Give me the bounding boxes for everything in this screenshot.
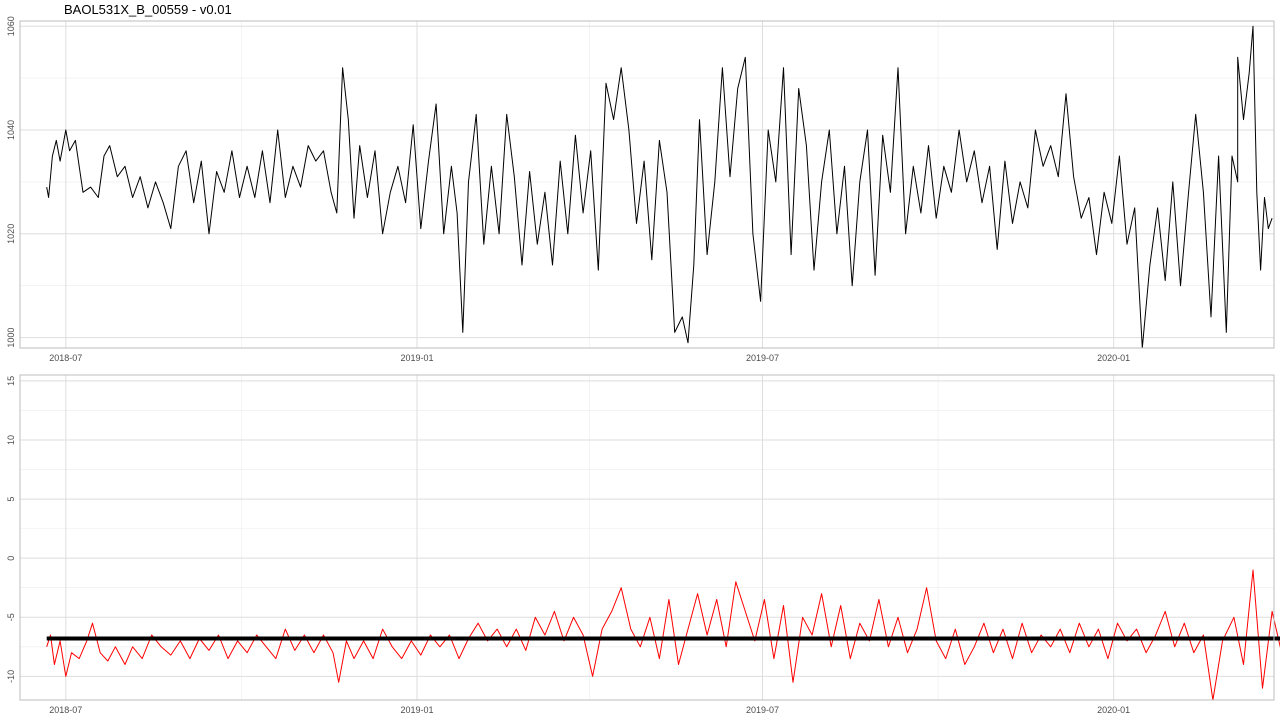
- bottom-x-tick-label: 2019-07: [746, 705, 779, 715]
- bottom-y-tick-label: 0: [6, 556, 16, 561]
- bottom-panel-border: [19, 374, 1275, 701]
- bottom-y-tick-label: -10: [6, 670, 16, 683]
- top-x-tick-label: 2020-01: [1097, 353, 1130, 363]
- top-y-tick-label: 1000: [6, 328, 16, 348]
- top-panel-border: [19, 20, 1275, 349]
- top-y-tick-label: 1060: [6, 16, 16, 36]
- top-x-tick-label: 2019-01: [400, 353, 433, 363]
- top-y-tick-label: 1040: [6, 120, 16, 140]
- bottom-series-line: [46, 569, 1280, 701]
- chart-title: BAOL531X_B_00559 - v0.01: [64, 2, 232, 17]
- top-x-tick-label: 2019-07: [746, 353, 779, 363]
- top-y-tick-label: 1020: [6, 224, 16, 244]
- bottom-y-tick-label: 10: [6, 435, 16, 445]
- bottom-x-tick-label: 2020-01: [1097, 705, 1130, 715]
- bottom-y-tick-label: 5: [6, 497, 16, 502]
- bottom-y-tick-label: -5: [6, 613, 16, 621]
- top-series-line: [46, 25, 1273, 349]
- bottom-x-tick-label: 2019-01: [400, 705, 433, 715]
- bottom-x-tick-label: 2018-07: [49, 705, 82, 715]
- top-x-tick-label: 2018-07: [49, 353, 82, 363]
- bottom-panel-background: [20, 375, 1274, 700]
- top-panel-background: [20, 21, 1274, 348]
- bottom-y-tick-label: 15: [6, 376, 16, 386]
